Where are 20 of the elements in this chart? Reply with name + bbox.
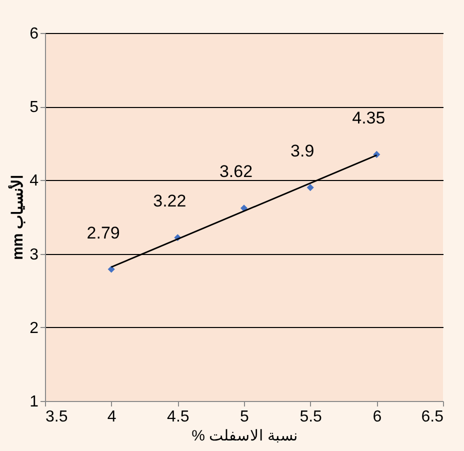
- x-tick-label: 4: [107, 408, 116, 426]
- x-tick-label: 4.5: [167, 408, 190, 426]
- x-tick-label: 5.5: [300, 408, 322, 426]
- y-tick-label: 1: [30, 394, 39, 410]
- x-tick-label: 5: [240, 408, 250, 426]
- x-tick-label: 6.5: [421, 408, 444, 426]
- data-label: 4.35: [352, 108, 386, 128]
- data-label: 3.62: [219, 162, 253, 182]
- data-label: 3.9: [290, 142, 314, 161]
- y-tick-label: 5: [30, 99, 39, 116]
- x-axis-title: % نسبة الاسفلت: [192, 428, 298, 444]
- y-tick-label: 4: [30, 172, 39, 190]
- data-label: 3.22: [153, 192, 186, 211]
- y-tick-label: 6: [30, 26, 39, 42]
- y-axis-title: mm الأنسياب: [8, 175, 27, 260]
- x-tick-label: 6: [372, 408, 382, 426]
- y-tick-label: 3: [30, 246, 39, 264]
- y-tick-label: 2: [30, 320, 39, 337]
- data-label: 2.79: [86, 223, 120, 242]
- x-tick-label: 3.5: [46, 408, 68, 426]
